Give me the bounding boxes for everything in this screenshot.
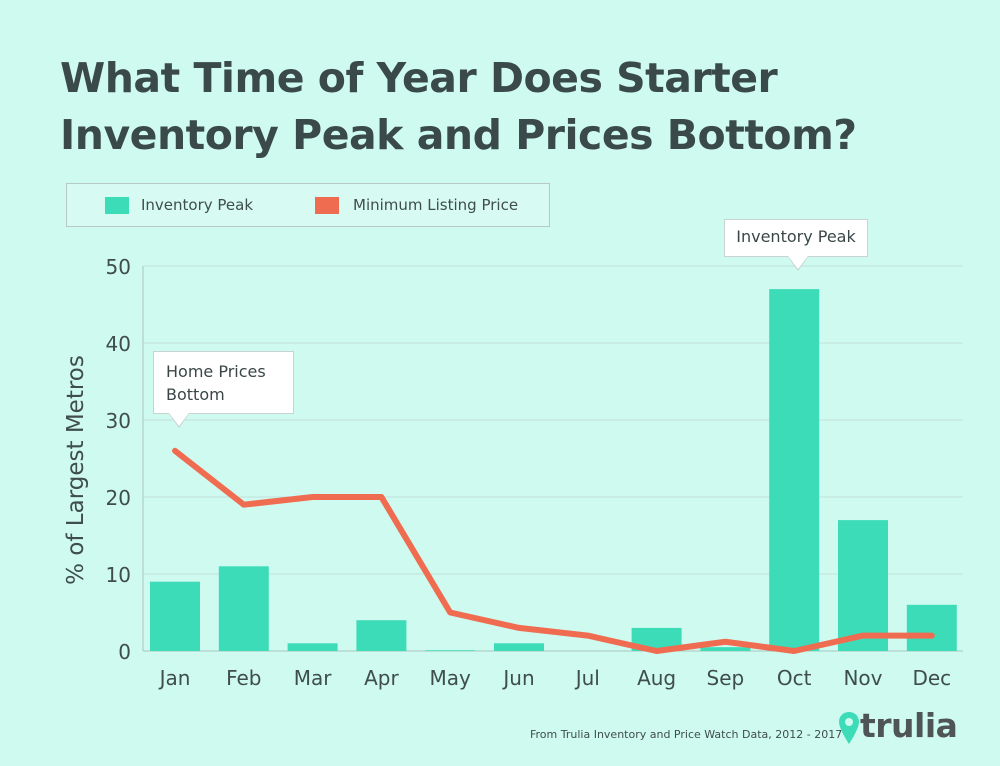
brand-wordmark: trulia (860, 706, 958, 745)
minimum-listing-price-line (172, 447, 935, 654)
bar-jun (494, 643, 544, 651)
x-tick-label: May (430, 666, 472, 690)
x-tick-label: Mar (294, 666, 333, 690)
chart-title: What Time of Year Does Starter Inventory… (60, 54, 857, 159)
bar-sep (700, 647, 751, 651)
bar-oct (769, 289, 820, 651)
bar-feb (218, 566, 269, 651)
x-tick-label: Oct (777, 666, 812, 690)
bar-may (425, 650, 476, 651)
trulia-logo: trulia (838, 706, 958, 746)
y-tick-label: 50 (106, 255, 131, 279)
x-tick-label: Aug (637, 666, 676, 690)
bar-mar (287, 643, 338, 651)
legend-label-inventory-peak: Inventory Peak (141, 196, 254, 214)
bar-dec (906, 604, 957, 651)
bar-nov (838, 520, 888, 651)
legend-swatch-minimum-listing-price (315, 197, 339, 214)
x-tick-label: Sep (707, 666, 745, 690)
x-tick-label: Apr (364, 666, 399, 690)
x-tick-label: Dec (912, 666, 951, 690)
x-tick-label: Jun (501, 666, 534, 690)
legend: Inventory Peak Minimum Listing Price (66, 183, 550, 227)
x-tick-label: Feb (226, 666, 261, 690)
x-tick-label: Jul (574, 666, 600, 690)
y-tick-label: 20 (106, 486, 131, 510)
y-tick-label: 40 (106, 332, 131, 356)
source-note: From Trulia Inventory and Price Watch Da… (530, 728, 843, 741)
x-tick-label: Jan (158, 666, 191, 690)
callout-home-prices-bottom-text: Home Prices Bottom (166, 362, 266, 404)
x-tick-label: Nov (843, 666, 882, 690)
location-pin-icon (839, 711, 859, 744)
callout-inventory-peak: Inventory Peak (724, 219, 868, 271)
y-tick-label: 10 (106, 563, 131, 587)
bar-apr (356, 620, 407, 651)
callout-home-prices-bottom: Home Prices Bottom (153, 351, 294, 428)
y-tick-label: 0 (118, 640, 131, 664)
callout-inventory-peak-text: Inventory Peak (736, 227, 856, 246)
legend-label-minimum-listing-price: Minimum Listing Price (353, 196, 519, 214)
legend-swatch-inventory-peak (105, 197, 129, 214)
y-tick-label: 30 (106, 409, 131, 433)
bar-jan (150, 581, 200, 651)
